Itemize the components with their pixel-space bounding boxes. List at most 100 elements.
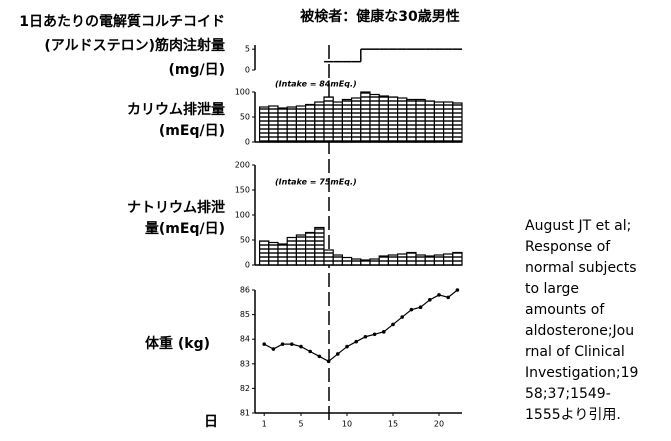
point [317,354,322,359]
y-axis-label: ナトリウム排泄 [127,199,225,216]
x-axis-label: 日 [204,414,218,430]
bar [259,240,270,266]
bar [277,107,288,143]
bar [360,259,371,266]
y-tick-label: 86 [240,286,250,295]
y-axis-label: (mEq/日) [159,123,225,139]
y-tick-label: 100 [235,88,250,97]
note-line: normal subjects [525,260,637,276]
x-tick-label: 20 [434,420,444,429]
point [391,322,395,327]
bar [360,91,371,143]
y-axis-label: 量(mEq/日) [145,221,225,237]
bar [452,102,463,143]
x-tick-label: 1 [262,420,267,429]
y-tick-label: 81 [240,409,250,418]
note-line: Response of [525,239,611,255]
annotation: (Intake = 84mEq.) [275,80,357,89]
bar [286,236,298,266]
y-tick-label: 50 [240,236,250,245]
bar [433,254,445,266]
x-tick-label: 15 [388,420,398,429]
point [446,295,451,300]
point [372,332,377,337]
point [299,344,303,349]
point [308,349,313,354]
bar [415,254,426,266]
y-tick-label: 5 [245,45,250,54]
point [437,293,441,297]
point [326,359,331,364]
point [400,315,405,319]
bar [415,98,426,143]
bar [286,106,298,143]
bar [323,96,334,143]
point [363,334,368,339]
bar [387,96,399,143]
y-axis-label: 体重 (kg) [145,335,210,352]
point [428,298,432,302]
note-line: Investigation;19 [525,365,638,381]
bar [443,253,454,266]
bar [314,101,325,143]
bar [341,98,353,143]
y-tick-label: 150 [235,186,250,195]
y-axis-label: (mg/日) [168,62,225,78]
bar [397,253,408,266]
y-tick-label: 84 [240,335,250,344]
note-line: rnal of Clinical [525,344,625,360]
annotation: (Intake = 75mEq.) [275,178,357,187]
bar [295,105,307,143]
bar [387,254,399,266]
y-tick-label: 50 [240,113,250,122]
bar [424,255,436,266]
bar [277,243,288,266]
bar [452,251,463,266]
point [345,344,349,349]
bar [323,249,334,266]
y-tick-label: 82 [240,384,250,393]
bar [351,97,362,143]
y-axis-label: カリウム排泄量 [127,101,225,118]
x-tick-label: 5 [298,420,303,429]
point [409,307,414,312]
point [290,342,294,346]
y-tick-label: 85 [240,310,250,319]
point [271,347,276,351]
note-line: amounts of [525,302,605,318]
note-line: aldosterone;Jou [525,323,634,339]
bar [268,241,279,266]
bar [406,251,417,266]
bar [369,258,380,266]
y-tick-label: 0 [245,261,250,270]
bar [424,100,436,143]
note-line: to large [525,281,579,297]
point [262,342,267,346]
bar [305,103,316,143]
y-tick-label: 0 [245,138,250,147]
bar [433,101,445,143]
point [354,339,359,344]
y-tick-label: 0 [245,66,250,75]
line [263,289,458,363]
note-line: August JT et al; [525,218,631,234]
bar [295,234,307,266]
bar [341,256,353,266]
y-axis-label: (アルドステロン)筋肉注射量 [44,37,225,54]
point [455,288,460,292]
y-tick-label: 200 [235,161,250,170]
bar [369,93,380,143]
bar [332,101,344,143]
bar [314,226,325,266]
y-axis-label: 1日あたりの電解質コルチコイド [19,13,225,30]
x-tick-label: 10 [342,420,352,429]
note-line: 58;37;1549- [525,386,611,402]
bar [332,254,344,266]
bar [378,255,390,266]
bar [268,105,279,143]
chart-title: 被検者：健康な30歳男性 [300,8,459,25]
point [382,330,386,334]
point [280,342,285,346]
bar [305,231,316,266]
